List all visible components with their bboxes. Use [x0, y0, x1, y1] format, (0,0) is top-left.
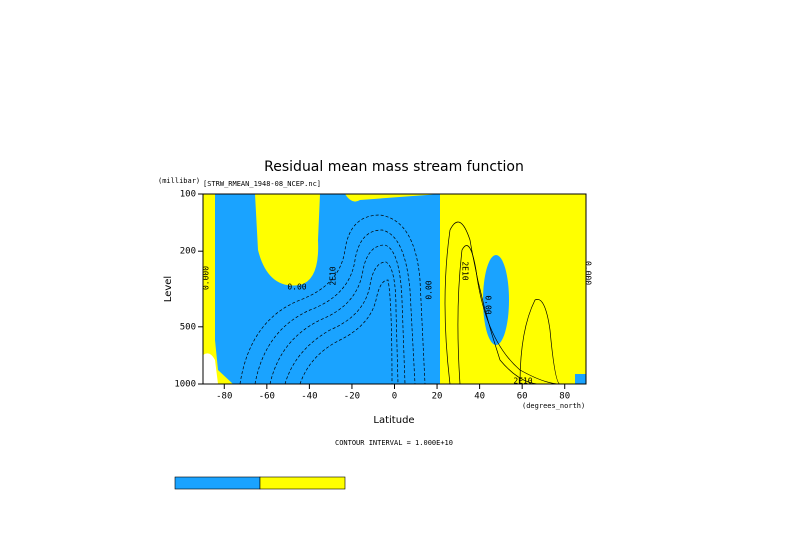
y-tick-label: 1000 — [174, 380, 196, 390]
negative-region — [575, 374, 586, 384]
missing-region — [203, 353, 218, 384]
x-tick-label: 40 — [474, 392, 485, 402]
contour-label: 0.00 — [425, 280, 434, 299]
contour-label: 0.000 — [202, 266, 211, 290]
contour-label: 0.00 — [287, 283, 306, 292]
y-units: (millibar) — [158, 177, 200, 185]
contour-field — [202, 193, 587, 385]
y-tick-label: 200 — [180, 247, 196, 257]
chart-title: Residual mean mass stream function — [264, 159, 524, 175]
negative-region — [483, 255, 509, 345]
x-tick-label: 20 — [432, 392, 443, 402]
colorbar-negative — [174, 476, 261, 490]
x-tick-label: -20 — [344, 392, 360, 402]
contour-label: 0.00 — [484, 295, 493, 314]
contour-label: 2E10 — [513, 377, 532, 386]
contour-label: 2E10 — [329, 266, 338, 285]
contour-interval: CONTOUR INTERVAL = 1.000E+10 — [335, 439, 453, 447]
contour-label: 0.000 — [584, 261, 593, 285]
x-tick-label: 60 — [517, 392, 528, 402]
x-tick-label: -60 — [259, 392, 275, 402]
x-tick-label: 0 — [392, 392, 397, 402]
colorbar-positive — [259, 476, 346, 490]
y-tick-label: 100 — [180, 190, 196, 200]
contour-label: 2E10 — [461, 261, 470, 280]
colorbar — [174, 476, 346, 490]
negative-region — [215, 194, 440, 384]
y-tick-label: 500 — [180, 322, 196, 332]
x-tick-label: -40 — [301, 392, 317, 402]
x-tick-label: -80 — [216, 392, 232, 402]
subtitle: [STRW_RMEAN_1948-08_NCEP.nc] — [203, 180, 321, 188]
y-label: Level — [163, 276, 174, 302]
x-units: (degrees_north) — [522, 402, 585, 410]
x-label: Latitude — [373, 415, 414, 426]
x-tick-label: 80 — [559, 392, 570, 402]
